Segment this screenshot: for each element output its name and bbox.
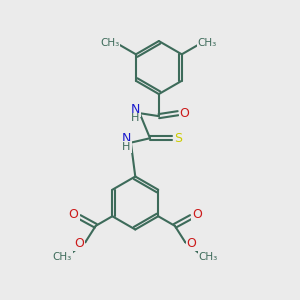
Text: O: O: [187, 237, 196, 250]
Text: CH₃: CH₃: [198, 252, 218, 262]
Text: S: S: [175, 132, 183, 145]
Text: H: H: [131, 113, 140, 124]
Text: CH₃: CH₃: [197, 38, 217, 47]
Text: H: H: [122, 142, 130, 152]
Text: O: O: [179, 107, 189, 120]
Text: CH₃: CH₃: [100, 38, 119, 47]
Text: CH₃: CH₃: [53, 252, 72, 262]
Text: N: N: [130, 103, 140, 116]
Text: O: O: [69, 208, 79, 220]
Text: O: O: [74, 237, 84, 250]
Text: O: O: [192, 208, 202, 220]
Text: N: N: [122, 132, 131, 145]
